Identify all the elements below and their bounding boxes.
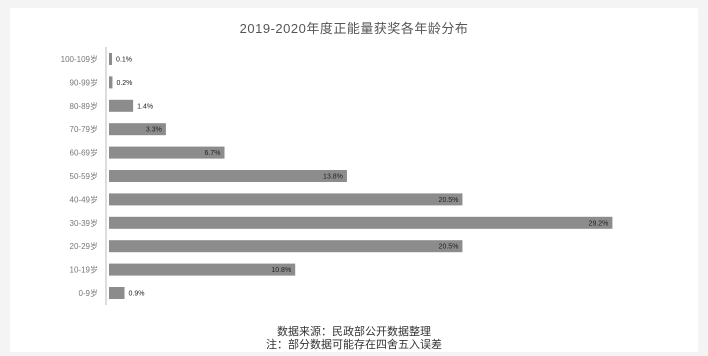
- y-tick-label: 30-39岁: [70, 218, 98, 228]
- y-tick-label: 60-69岁: [70, 148, 98, 158]
- bar: [109, 99, 134, 112]
- source-line-1: 数据来源：民政部公开数据整理: [277, 326, 431, 338]
- bar-value-label: 6.7%: [205, 150, 221, 157]
- chart-source-note: 数据来源：民政部公开数据整理 注：部分数据可能存在四舍五入误差: [10, 326, 698, 352]
- y-tick-label: 90-99岁: [70, 77, 98, 87]
- bar-value-label: 13.8%: [323, 174, 343, 181]
- y-tick-label: 10-19岁: [70, 265, 98, 275]
- bar-value-label: 10.8%: [271, 267, 291, 274]
- y-tick-label: 40-49岁: [70, 194, 98, 204]
- y-tick-label: 70-79岁: [70, 124, 98, 134]
- bar-value-label: 0.9%: [129, 291, 145, 298]
- bar-chart: 100-109岁 0.1% 90-99岁 0.2% 80-89岁 1.4% 70-79岁 3.…: [61, 47, 613, 305]
- bar: [109, 53, 112, 65]
- y-tick-label: 20-29岁: [70, 241, 98, 251]
- bar-value-label: 3.3%: [146, 127, 162, 134]
- bar-value-label: 0.1%: [116, 57, 132, 64]
- bar: [109, 146, 225, 159]
- bar-value-label: 20.5%: [439, 197, 459, 204]
- y-tick-label: 50-59岁: [70, 171, 98, 181]
- bar-value-label: 29.2%: [589, 220, 609, 227]
- chart-title: 2019-2020年度正能量获奖各年龄分布: [239, 21, 469, 36]
- bar-value-label: 1.4%: [137, 103, 153, 110]
- bar: [109, 170, 347, 182]
- source-line-2: 注：部分数据可能存在四舍五入误差: [266, 339, 442, 351]
- bar-value-label: 0.2%: [116, 80, 132, 87]
- bar: [109, 193, 463, 206]
- bar: [109, 216, 613, 229]
- chart-frame: 2019-2020年度正能量获奖各年龄分布 100-109岁 0.1% 90-99岁…: [10, 8, 698, 352]
- y-tick-label: 100-109岁: [61, 54, 98, 64]
- bar-value-label: 20.5%: [439, 244, 459, 251]
- bar: [109, 76, 113, 89]
- bar: [109, 240, 463, 253]
- y-tick-label: 0-9岁: [78, 288, 98, 298]
- y-tick-label: 80-89岁: [70, 101, 98, 111]
- bar: [109, 287, 125, 299]
- bar: [109, 123, 166, 136]
- bar: [109, 263, 296, 276]
